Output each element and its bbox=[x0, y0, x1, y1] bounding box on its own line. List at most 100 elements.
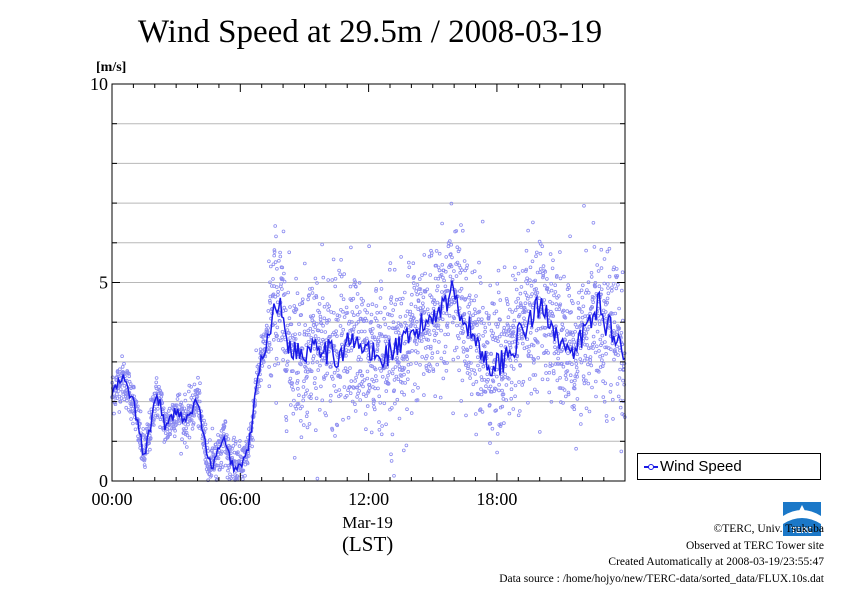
data-point bbox=[584, 336, 589, 341]
data-point bbox=[386, 381, 391, 386]
data-point bbox=[512, 325, 516, 330]
data-source-text: Data source : /home/hojyo/new/TERC-data/… bbox=[499, 572, 824, 585]
data-point bbox=[259, 378, 263, 383]
data-point bbox=[225, 433, 229, 437]
data-point bbox=[605, 300, 609, 305]
data-point bbox=[455, 323, 459, 328]
data-point bbox=[527, 344, 531, 349]
data-point bbox=[437, 251, 442, 256]
data-point bbox=[333, 284, 338, 289]
data-point bbox=[550, 266, 555, 271]
data-point bbox=[312, 346, 317, 351]
data-point bbox=[154, 376, 159, 380]
data-point bbox=[585, 288, 589, 292]
data-point bbox=[541, 264, 546, 268]
data-point bbox=[237, 444, 242, 448]
data-point bbox=[565, 329, 569, 333]
data-point bbox=[526, 400, 530, 405]
data-point bbox=[396, 327, 400, 331]
data-point bbox=[523, 290, 527, 295]
data-point bbox=[523, 269, 528, 273]
data-point bbox=[266, 326, 270, 330]
data-point bbox=[400, 365, 405, 370]
data-point bbox=[320, 242, 324, 247]
data-point bbox=[547, 332, 551, 337]
data-point bbox=[544, 371, 548, 375]
data-point bbox=[334, 329, 338, 334]
data-point bbox=[506, 376, 511, 381]
data-point bbox=[420, 273, 424, 278]
data-point bbox=[531, 220, 535, 225]
data-point bbox=[363, 308, 367, 312]
data-point bbox=[596, 369, 601, 374]
data-point bbox=[265, 329, 270, 334]
data-point bbox=[167, 423, 172, 428]
data-point bbox=[113, 395, 117, 400]
data-point bbox=[573, 322, 578, 327]
data-point bbox=[355, 312, 360, 317]
data-point bbox=[379, 369, 383, 373]
data-point bbox=[341, 309, 345, 314]
data-point bbox=[587, 371, 591, 376]
data-point bbox=[273, 224, 278, 228]
data-point bbox=[337, 314, 342, 318]
data-point bbox=[310, 360, 315, 365]
data-point bbox=[186, 419, 190, 424]
data-point bbox=[290, 384, 294, 389]
data-point bbox=[461, 349, 466, 354]
data-point bbox=[558, 276, 563, 281]
data-point bbox=[321, 323, 325, 328]
data-point bbox=[521, 379, 526, 384]
data-point bbox=[168, 429, 172, 433]
data-point bbox=[187, 389, 191, 394]
data-point bbox=[549, 281, 553, 286]
data-point bbox=[464, 413, 468, 418]
data-point bbox=[182, 406, 187, 411]
data-point bbox=[355, 305, 359, 309]
data-point bbox=[578, 357, 582, 361]
data-point bbox=[484, 384, 488, 389]
data-point bbox=[330, 377, 335, 381]
data-point bbox=[604, 419, 609, 423]
data-point bbox=[467, 302, 472, 306]
data-point bbox=[616, 394, 621, 399]
data-point bbox=[518, 291, 523, 296]
data-point bbox=[550, 363, 554, 368]
data-point bbox=[366, 303, 371, 308]
data-point bbox=[398, 314, 403, 319]
data-point bbox=[462, 259, 467, 263]
data-point bbox=[289, 381, 293, 386]
data-point bbox=[267, 365, 271, 369]
data-point bbox=[180, 437, 184, 442]
data-point bbox=[582, 333, 587, 338]
data-point bbox=[440, 221, 444, 226]
data-point bbox=[563, 315, 568, 320]
data-point bbox=[292, 304, 297, 308]
data-point bbox=[313, 276, 318, 281]
data-point bbox=[422, 393, 426, 397]
data-point bbox=[349, 348, 353, 353]
data-point bbox=[482, 377, 487, 382]
data-point bbox=[174, 420, 179, 424]
data-point bbox=[138, 409, 143, 414]
data-point bbox=[517, 409, 522, 413]
data-point bbox=[477, 309, 482, 314]
data-point bbox=[339, 274, 344, 279]
data-point bbox=[519, 335, 524, 339]
data-point bbox=[495, 432, 500, 436]
data-point bbox=[518, 363, 522, 368]
data-point bbox=[500, 404, 505, 409]
data-point bbox=[573, 358, 578, 363]
data-point bbox=[308, 287, 312, 291]
data-point bbox=[468, 345, 473, 350]
data-point bbox=[471, 382, 476, 387]
data-point bbox=[427, 332, 432, 337]
data-point bbox=[612, 320, 617, 325]
data-point bbox=[488, 441, 492, 445]
data-point bbox=[303, 323, 308, 327]
data-point bbox=[190, 426, 195, 431]
data-point bbox=[469, 392, 474, 397]
data-point bbox=[449, 242, 454, 247]
data-point bbox=[375, 310, 380, 315]
data-point bbox=[572, 407, 577, 412]
